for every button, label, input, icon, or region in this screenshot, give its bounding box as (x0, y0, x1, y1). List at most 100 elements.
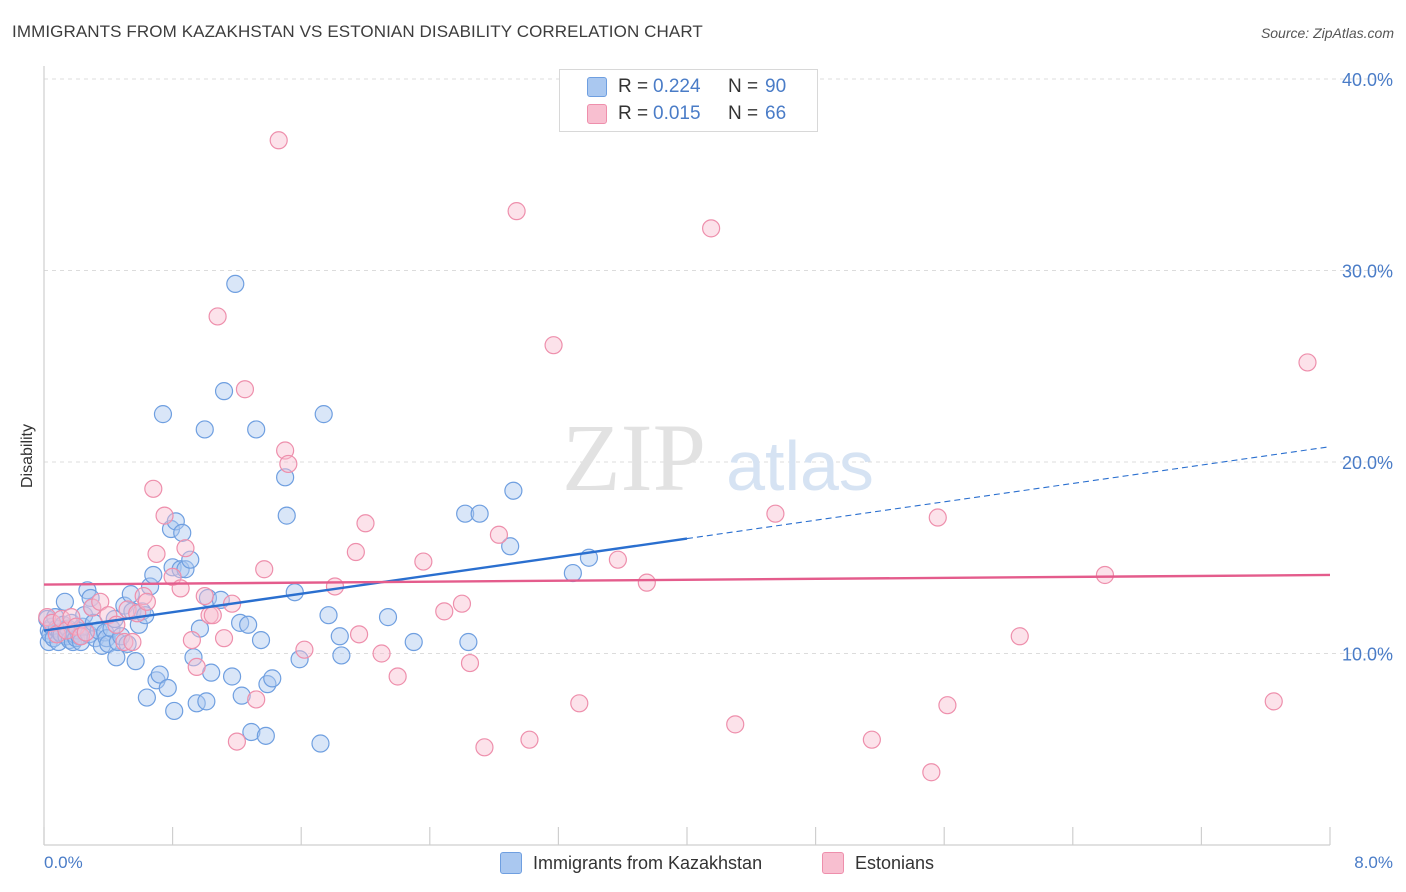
data-point (263, 669, 282, 688)
data-point (173, 523, 192, 542)
data-point (922, 763, 941, 782)
data-point (277, 506, 296, 525)
data-point (158, 678, 177, 698)
data-point (544, 336, 563, 355)
data-point (507, 202, 526, 221)
data-point (372, 644, 391, 663)
data-point (247, 690, 266, 709)
data-point (232, 686, 251, 705)
axes (43, 66, 1331, 846)
data-point (862, 730, 881, 749)
data-point (570, 694, 589, 713)
r-label: R = (618, 76, 649, 97)
data-point (134, 586, 153, 606)
data-point (195, 420, 214, 439)
trend-line-kazakhstan (43, 537, 688, 632)
watermark-atlas: atlas (726, 427, 874, 505)
data-point (153, 405, 173, 424)
data-point (766, 504, 785, 523)
data-point (346, 542, 365, 562)
data-point (144, 479, 163, 498)
data-point (255, 560, 274, 579)
y-tick-labels: 10.0% 20.0% 30.0% 40.0% (1342, 70, 1393, 665)
legend-swatch-estonians (587, 104, 607, 124)
n-value: 66 (765, 103, 787, 124)
data-point (276, 441, 295, 460)
data-point (938, 696, 957, 715)
data-point (276, 468, 295, 487)
data-point (414, 552, 433, 571)
r-value: 0.015 (653, 103, 701, 124)
data-point (311, 734, 330, 753)
data-point (147, 544, 166, 564)
data-point (107, 648, 126, 667)
data-point (349, 625, 369, 644)
data-point (563, 563, 582, 583)
data-point (295, 640, 314, 659)
y-tick-label: 20.0% (1342, 453, 1393, 473)
data-point (1010, 627, 1029, 646)
data-point (91, 592, 110, 611)
data-point (279, 454, 298, 474)
watermark: ZIP atlas (562, 404, 874, 511)
data-point (470, 504, 489, 523)
r-value: 0.224 (653, 76, 701, 97)
trend-line-estonians (43, 573, 1331, 586)
data-point (1095, 565, 1115, 585)
data-point (1264, 692, 1283, 711)
data-point (150, 665, 169, 684)
data-point (608, 550, 627, 569)
data-point (182, 630, 201, 650)
data-point (356, 514, 375, 533)
data-point (239, 615, 258, 634)
data-points (38, 131, 1317, 782)
data-point (637, 573, 656, 592)
source-label: Source: ZipAtlas.com (1260, 25, 1394, 41)
data-point (501, 537, 520, 556)
n-label: N = (728, 103, 759, 124)
data-point (435, 602, 454, 621)
data-point (55, 592, 74, 611)
watermark-zip: ZIP (562, 404, 706, 511)
series-legend: Immigrants from Kazakhstan Estonians (0, 852, 1406, 876)
grid-lines (44, 78, 1393, 654)
series-estonians (38, 131, 1317, 782)
y-tick-label: 40.0% (1342, 70, 1393, 90)
trend-lines (43, 446, 1331, 632)
data-point (203, 606, 222, 625)
data-point (140, 577, 160, 596)
data-point (214, 629, 234, 648)
data-point (195, 586, 214, 606)
data-point (475, 738, 494, 757)
y-tick-label: 30.0% (1342, 262, 1393, 282)
data-point (137, 592, 156, 611)
data-point (126, 652, 145, 671)
data-point (176, 539, 195, 558)
data-point (388, 667, 407, 686)
data-point (520, 730, 539, 749)
data-point (258, 675, 277, 694)
data-point (197, 692, 216, 711)
data-point (42, 613, 62, 632)
data-point (247, 420, 266, 439)
data-point (123, 632, 142, 652)
stats-legend: R = 0.224 N = 90 R = 0.015 N = 66 (559, 69, 818, 132)
legend-swatch-kazakhstan (587, 77, 607, 97)
data-point (459, 632, 478, 652)
legend-item-estonians: Estonians (822, 852, 934, 874)
n-value: 90 (765, 76, 787, 97)
data-point (378, 608, 398, 627)
data-point (456, 504, 475, 523)
data-point (504, 481, 523, 500)
data-point (251, 630, 271, 650)
trend-line-kazakhstan-extension (686, 446, 1331, 540)
legend-item-kazakhstan: Immigrants from Kazakhstan (500, 852, 762, 874)
data-point (227, 732, 246, 751)
data-point (235, 380, 255, 399)
data-point (332, 646, 351, 665)
data-point (137, 688, 156, 707)
data-point (187, 657, 206, 677)
data-point (319, 606, 338, 625)
data-point (226, 274, 245, 294)
